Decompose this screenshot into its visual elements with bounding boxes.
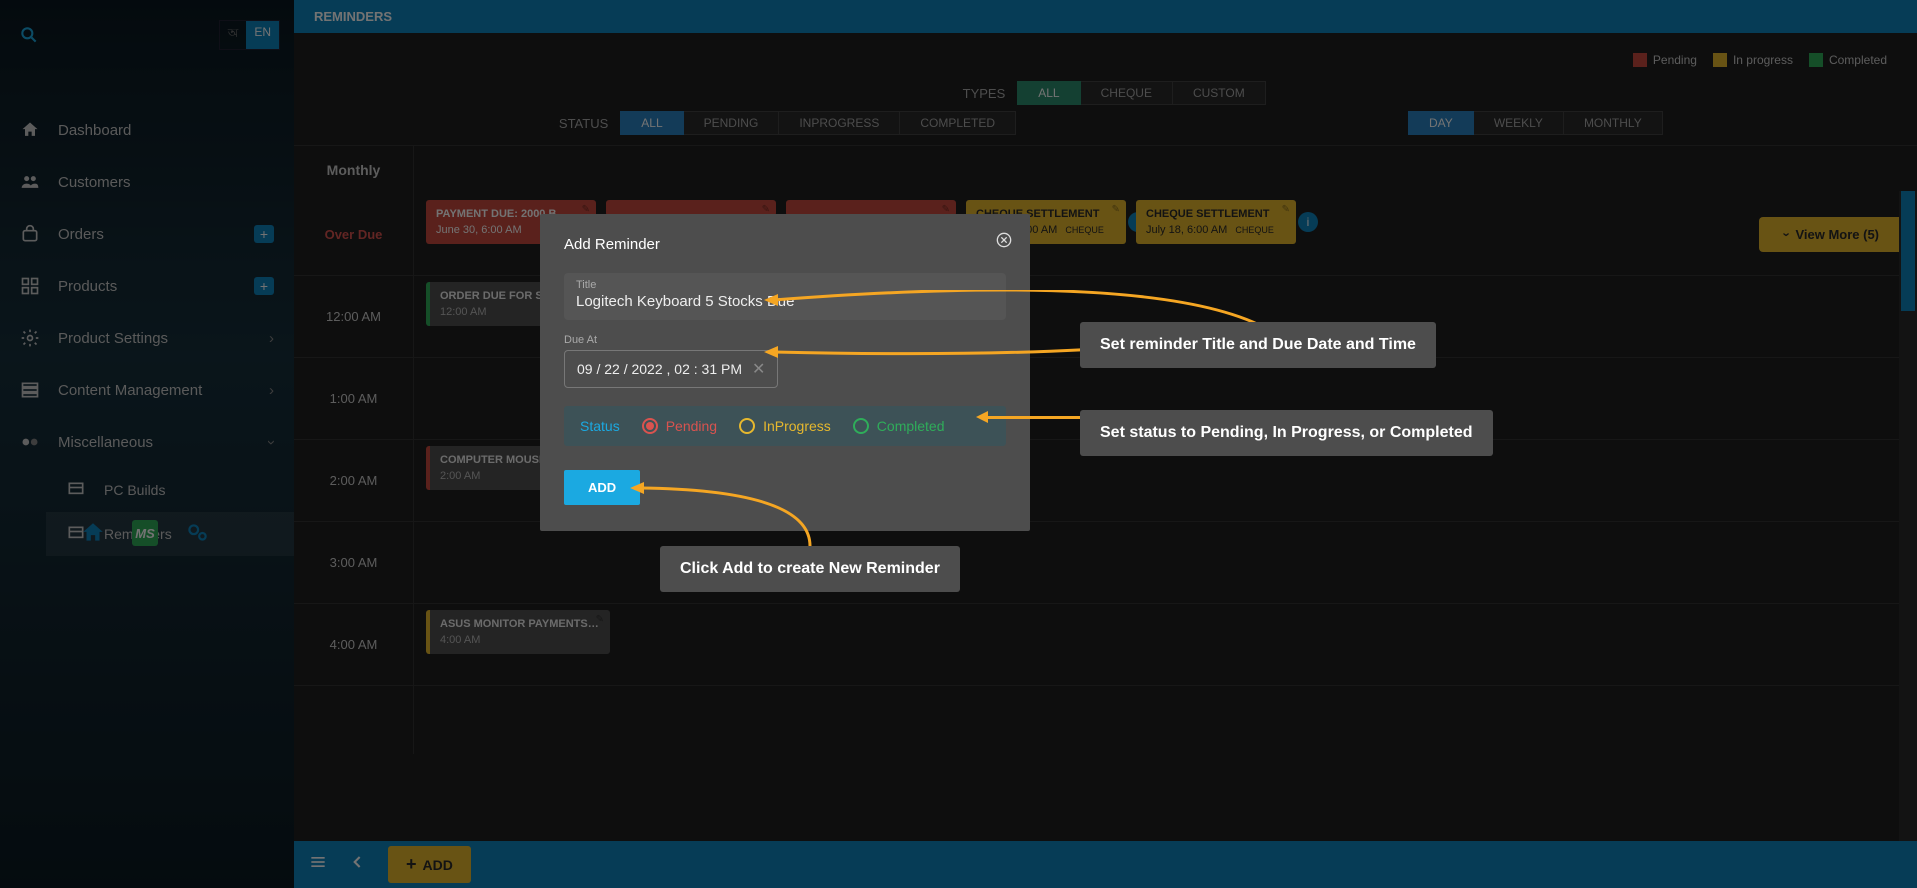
types-label: TYPES bbox=[945, 86, 1005, 101]
legend-completed: Completed bbox=[1809, 53, 1887, 67]
status-group: ALL PENDING INPROGRESS COMPLETED bbox=[620, 111, 1016, 135]
sidebar-item-pc-builds[interactable]: PC Builds bbox=[46, 468, 294, 512]
chevron-down-icon: › bbox=[263, 440, 280, 445]
chevron-right-icon: › bbox=[269, 330, 274, 347]
time-4am: 4:00 AM bbox=[294, 604, 413, 686]
back-icon[interactable] bbox=[348, 852, 368, 877]
add-product-icon[interactable]: + bbox=[254, 277, 274, 295]
sidebar-item-products[interactable]: Products + bbox=[0, 260, 294, 312]
status-pending[interactable]: PENDING bbox=[684, 111, 780, 135]
reminder-card[interactable]: ✎ ASUS MONITOR PAYMENTS 2 S… 4:00 AM bbox=[426, 610, 610, 654]
view-day[interactable]: DAY bbox=[1408, 111, 1474, 135]
sidebar-item-label: Content Management bbox=[58, 382, 202, 399]
add-button-bottom[interactable]: +ADD bbox=[388, 846, 471, 883]
events-row-4am: ✎ ASUS MONITOR PAYMENTS 2 S… 4:00 AM bbox=[414, 604, 1917, 686]
sidebar-item-miscellaneous[interactable]: Miscellaneous › bbox=[0, 416, 294, 468]
time-column: Over Due 12:00 AM 1:00 AM 2:00 AM 3:00 A… bbox=[294, 194, 414, 754]
language-toggle[interactable]: অ EN bbox=[219, 20, 280, 50]
view-group: DAY WEEKLY MONTHLY bbox=[1408, 111, 1663, 135]
status-completed-radio[interactable]: Completed bbox=[853, 418, 945, 434]
edit-icon[interactable]: ✎ bbox=[1112, 204, 1120, 215]
time-3am: 3:00 AM bbox=[294, 522, 413, 604]
bottom-bar: +ADD bbox=[294, 841, 1917, 888]
annotation-status: Set status to Pending, In Progress, or C… bbox=[1080, 410, 1493, 456]
time-2am: 2:00 AM bbox=[294, 440, 413, 522]
annotation-add: Click Add to create New Reminder bbox=[660, 546, 960, 592]
sidebar-item-label: Miscellaneous bbox=[58, 434, 153, 451]
sidebar-item-dashboard[interactable]: Dashboard bbox=[0, 104, 294, 156]
page-title: REMINDERS bbox=[314, 9, 392, 24]
scrollbar[interactable] bbox=[1899, 191, 1917, 841]
lang-en[interactable]: EN bbox=[246, 21, 279, 49]
add-order-icon[interactable]: + bbox=[254, 225, 274, 243]
edit-icon[interactable]: ✎ bbox=[596, 614, 604, 625]
legend-pending: Pending bbox=[1633, 53, 1697, 67]
sidebar-item-label: Orders bbox=[58, 226, 104, 243]
status-label: STATUS bbox=[548, 116, 608, 131]
dueat-field[interactable]: 09 / 22 / 2022 , 02 : 31 PM ✕ bbox=[564, 350, 778, 388]
add-button-modal[interactable]: ADD bbox=[564, 470, 640, 505]
status-all[interactable]: ALL bbox=[620, 111, 683, 135]
sidebar-item-product-settings[interactable]: Product Settings › bbox=[0, 312, 294, 364]
modal-title: Add Reminder bbox=[564, 236, 1006, 253]
sidebar-item-label: Customers bbox=[58, 174, 131, 191]
clear-date-icon[interactable]: ✕ bbox=[752, 359, 765, 379]
time-1am: 1:00 AM bbox=[294, 358, 413, 440]
sidebar: অ EN Dashboard Customers Orders + Produc… bbox=[0, 0, 294, 888]
legend-inprogress: In progress bbox=[1713, 53, 1793, 67]
status-row: Status Pending InProgress Completed bbox=[564, 406, 1006, 446]
status-completed[interactable]: COMPLETED bbox=[900, 111, 1016, 135]
status-inprogress-radio[interactable]: InProgress bbox=[739, 418, 831, 434]
time-overdue: Over Due bbox=[294, 194, 413, 276]
status-row-label: Status bbox=[580, 418, 620, 434]
sidebar-item-orders[interactable]: Orders + bbox=[0, 208, 294, 260]
view-more-button[interactable]: ›View More (5) bbox=[1759, 217, 1905, 252]
view-weekly[interactable]: WEEKLY bbox=[1474, 111, 1564, 135]
menu-icon[interactable] bbox=[308, 852, 328, 877]
sidebar-item-label: Dashboard bbox=[58, 122, 131, 139]
search-icon[interactable] bbox=[10, 16, 48, 54]
top-bar: REMINDERS bbox=[294, 0, 1552, 33]
edit-icon[interactable]: ✎ bbox=[1282, 204, 1290, 215]
type-cheque[interactable]: CHEQUE bbox=[1081, 81, 1173, 105]
ms-logo-icon[interactable]: MS bbox=[132, 520, 158, 546]
close-icon[interactable] bbox=[996, 232, 1012, 253]
reminder-card[interactable]: ✎ CHEQUE SETTLEMENT July 18, 6:00 AMCHEQ… bbox=[1136, 200, 1296, 244]
lang-bn[interactable]: অ bbox=[220, 21, 246, 49]
info-icon[interactable]: i bbox=[1298, 212, 1318, 232]
chevron-right-icon: › bbox=[269, 382, 274, 399]
view-monthly[interactable]: MONTHLY bbox=[1564, 111, 1663, 135]
sidebar-item-content-management[interactable]: Content Management › bbox=[0, 364, 294, 416]
calendar-monthly-label: Monthly bbox=[294, 146, 414, 194]
type-all[interactable]: ALL bbox=[1017, 81, 1080, 105]
legend: Pending In progress Completed bbox=[1633, 53, 1887, 67]
sidebar-item-label: PC Builds bbox=[104, 482, 165, 498]
status-inprogress[interactable]: INPROGRESS bbox=[779, 111, 900, 135]
type-custom[interactable]: CUSTOM bbox=[1173, 81, 1266, 105]
types-group: ALL CHEQUE CUSTOM bbox=[1017, 81, 1265, 105]
sidebar-item-label: Products bbox=[58, 278, 117, 295]
home-icon[interactable] bbox=[80, 520, 106, 546]
sidebar-item-label: Product Settings bbox=[58, 330, 168, 347]
sidebar-item-customers[interactable]: Customers bbox=[0, 156, 294, 208]
dueat-input[interactable]: 09 / 22 / 2022 , 02 : 31 PM bbox=[577, 361, 742, 377]
status-pending-radio[interactable]: Pending bbox=[642, 418, 717, 434]
annotation-title-date: Set reminder Title and Due Date and Time bbox=[1080, 322, 1436, 368]
time-12am: 12:00 AM bbox=[294, 276, 413, 358]
settings-icon[interactable] bbox=[184, 520, 210, 546]
